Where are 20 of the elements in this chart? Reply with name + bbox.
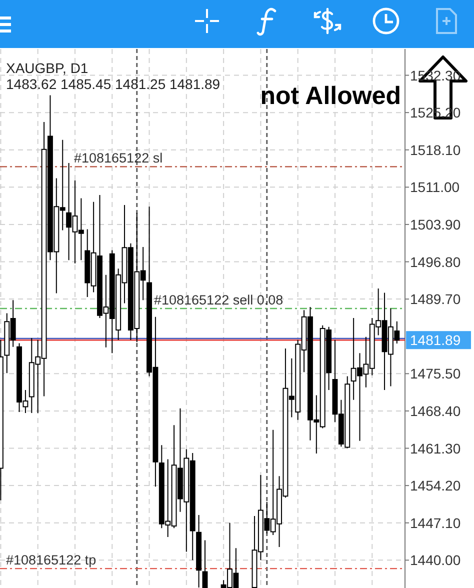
- candlestick: [196, 514, 202, 588]
- y-tick-label: 1511.00: [410, 179, 460, 196]
- y-tick-label: 1518.10: [410, 142, 461, 158]
- y-tick-label: 1440.00: [410, 552, 461, 568]
- annotation: not Allowed: [260, 82, 401, 110]
- y-tick-label: 1496.80: [410, 254, 461, 270]
- y-tick-label: 1468.40: [410, 402, 461, 419]
- ref-line-label: 1481.89: [410, 332, 461, 348]
- candlestick: [202, 540, 208, 588]
- ref-line-label: #108165122 tp: [6, 552, 96, 568]
- y-tick-label: 1447.10: [410, 514, 461, 531]
- y-tick-label: 1489.70: [410, 291, 461, 308]
- y-tick-label: 1454.20: [410, 478, 461, 494]
- text: 1483.62 1485.45 1481.25 1481.89: [6, 76, 220, 92]
- y-tick-label: 1461.30: [410, 440, 461, 456]
- ref-line-label: #108165122 sl: [74, 150, 163, 166]
- y-tick-label: 1475.50: [410, 366, 461, 382]
- y-tick-label: 1503.90: [410, 216, 461, 232]
- text: XAUGBP, D1: [6, 60, 88, 76]
- ref-line-label: #108165122 sell 0.08: [154, 292, 284, 308]
